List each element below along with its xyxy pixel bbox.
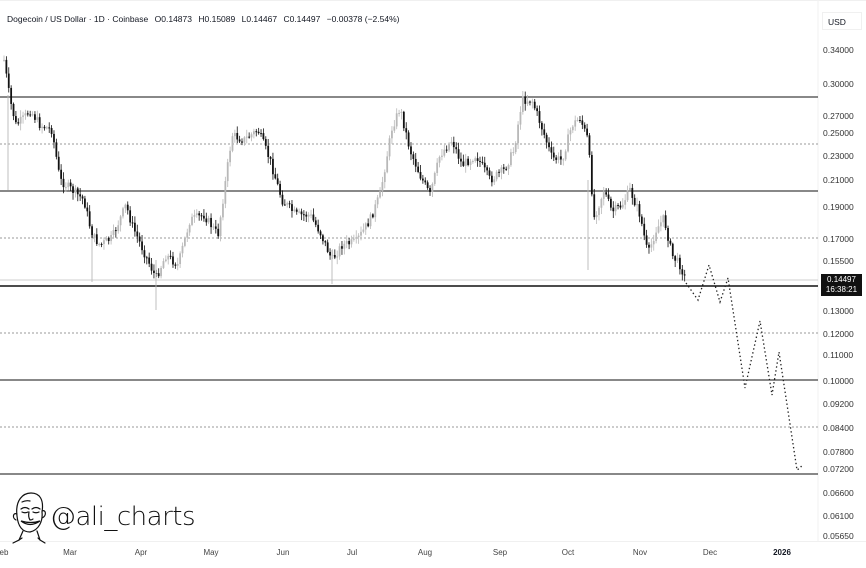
time-tick-label: Nov [632, 548, 648, 557]
last-price: 0.14497 [827, 275, 856, 284]
price-tick-label: 0.27000 [823, 111, 854, 121]
price-tick-label: 0.06100 [823, 511, 854, 521]
price-tick-label: 0.05650 [823, 531, 854, 541]
price-tick-label: 0.07800 [823, 447, 854, 457]
price-tick-label: 0.19000 [823, 202, 854, 212]
time-tick-label: Dec [702, 548, 718, 557]
brand-handle: @ali_charts [50, 502, 196, 532]
time-tick-label: May [203, 548, 219, 557]
currency-selector[interactable]: USD [822, 12, 862, 30]
time-tick-label: Aug [417, 548, 433, 557]
symbol-legend: Dogecoin / US Dollar · 1D · Coinbase O0.… [7, 14, 403, 24]
price-tick-label: 0.34000 [823, 45, 854, 55]
time-tick-label: Jul [346, 548, 358, 557]
price-tick-label: 0.15500 [823, 256, 854, 266]
last-price-tag: 0.14497 16:38:21 [821, 274, 862, 296]
price-tick-label: 0.17000 [823, 234, 854, 244]
time-tick-label: Oct [561, 548, 575, 557]
time-tick-label: Jun [276, 548, 290, 557]
time-tick-label: Sep [492, 548, 508, 557]
price-tick-label: 0.11000 [823, 350, 854, 360]
low-value: L0.14467 [241, 14, 278, 24]
time-axis-separator [0, 541, 866, 542]
support-resistance-levels [0, 96, 818, 475]
price-tick-label: 0.13000 [823, 306, 854, 316]
candlesticks [3, 55, 686, 310]
price-tick-label: 0.09200 [823, 399, 854, 409]
bar-countdown: 16:38:21 [825, 285, 858, 294]
price-tick-label: 0.06600 [823, 488, 854, 498]
price-tick-label: 0.25000 [823, 128, 854, 138]
symbol-title: Dogecoin / US Dollar · 1D · Coinbase [7, 14, 149, 24]
price-tick-label: 0.07200 [823, 464, 854, 474]
price-tick-label: 0.30000 [823, 79, 854, 89]
time-tick-label: eb [0, 548, 9, 557]
price-tick-label: 0.12000 [823, 329, 854, 339]
projected-path [685, 262, 804, 472]
price-tick-label: 0.23000 [823, 151, 854, 161]
price-tick-label: 0.21000 [823, 175, 854, 185]
caricature-face-icon [12, 492, 46, 544]
time-tick-label: Apr [134, 548, 148, 557]
price-tick-label: 0.08400 [823, 423, 854, 433]
open-value: O0.14873 [154, 14, 192, 24]
price-tick-label: 0.10000 [823, 376, 854, 386]
time-tick-label: Mar [63, 548, 77, 557]
high-value: H0.15089 [198, 14, 236, 24]
close-value: C0.14497 [283, 14, 321, 24]
time-tick-label: 2026 [773, 548, 791, 557]
change-value: −0.00378 (−2.54%) [326, 14, 400, 24]
